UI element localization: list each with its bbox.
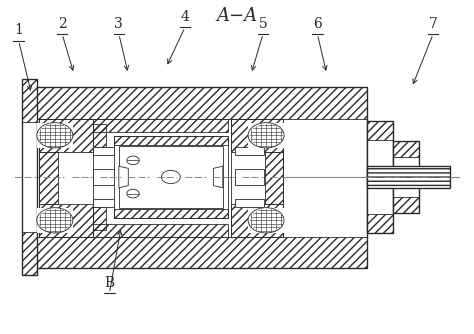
Circle shape xyxy=(161,170,180,184)
Bar xyxy=(367,121,393,233)
Text: 1: 1 xyxy=(14,23,23,37)
Bar xyxy=(93,207,106,230)
Bar xyxy=(231,119,283,237)
Circle shape xyxy=(248,123,284,148)
Polygon shape xyxy=(119,166,128,188)
Bar xyxy=(93,169,114,185)
Bar xyxy=(36,87,367,269)
Bar xyxy=(248,123,284,148)
Text: 3: 3 xyxy=(115,17,123,31)
Bar xyxy=(22,79,37,275)
Bar xyxy=(114,136,228,145)
Bar xyxy=(93,124,106,147)
Bar xyxy=(93,223,228,237)
Bar xyxy=(393,141,419,213)
Polygon shape xyxy=(213,166,223,188)
Bar xyxy=(36,237,367,269)
Text: 5: 5 xyxy=(259,17,267,31)
Bar xyxy=(93,119,228,132)
Bar xyxy=(264,152,283,204)
Bar xyxy=(38,204,93,237)
Bar xyxy=(93,147,114,155)
Bar xyxy=(37,123,73,148)
Circle shape xyxy=(127,189,139,198)
Bar xyxy=(236,147,264,155)
Bar xyxy=(367,166,450,188)
Bar xyxy=(367,121,393,140)
Text: 2: 2 xyxy=(58,17,66,31)
Bar xyxy=(22,232,37,275)
Bar xyxy=(367,166,450,188)
Bar xyxy=(248,208,284,233)
Text: 7: 7 xyxy=(428,17,438,31)
Bar xyxy=(367,214,393,233)
Bar xyxy=(37,208,73,233)
Text: 6: 6 xyxy=(313,17,322,31)
Bar xyxy=(393,197,419,213)
Bar xyxy=(119,146,223,208)
Circle shape xyxy=(37,208,73,233)
Circle shape xyxy=(37,123,73,148)
Bar xyxy=(231,119,283,152)
Bar xyxy=(38,152,57,204)
Bar xyxy=(393,141,419,157)
Bar xyxy=(114,209,228,218)
Bar xyxy=(231,204,283,237)
Bar xyxy=(236,199,264,207)
Circle shape xyxy=(248,208,284,233)
Bar xyxy=(38,119,93,152)
Bar xyxy=(93,199,114,207)
Circle shape xyxy=(127,156,139,165)
Text: 4: 4 xyxy=(181,10,190,24)
Bar xyxy=(38,119,93,237)
Bar xyxy=(36,87,367,119)
Bar xyxy=(114,136,228,218)
Text: B: B xyxy=(104,276,114,290)
Bar xyxy=(236,169,264,185)
Bar xyxy=(22,79,37,122)
Text: A−A: A−A xyxy=(217,7,257,25)
